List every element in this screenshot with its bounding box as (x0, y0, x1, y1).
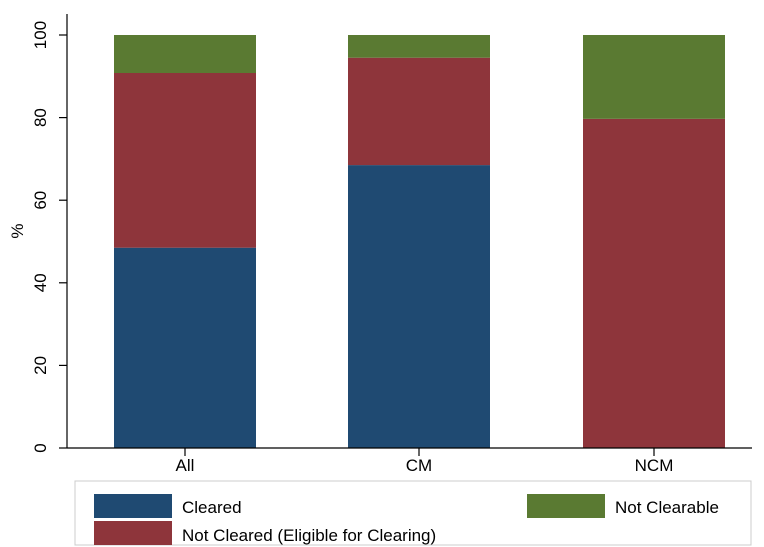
bar-ncm-series-1 (583, 118, 725, 449)
x-tick-label: NCM (635, 456, 674, 475)
bar-cm-series-1 (348, 57, 490, 166)
y-tick-label: 80 (31, 108, 50, 127)
legend-swatch (527, 494, 605, 518)
x-tick-label: CM (406, 456, 432, 475)
x-ticks-group: All CM NCM (176, 448, 674, 475)
y-axis-title: % (8, 223, 27, 238)
legend-group: Cleared Not Cleared (Eligible for Clearin… (94, 494, 719, 545)
legend-swatch (94, 521, 172, 545)
bar-all-series-1 (114, 72, 256, 248)
bar-all-series-0 (114, 247, 256, 448)
legend-label: Not Cleared (Eligible for Clearing) (182, 526, 436, 545)
y-tick-label: 20 (31, 356, 50, 375)
bar-all-series-2 (114, 35, 256, 73)
y-ticks-group: 0 20 40 60 80 100 (31, 21, 67, 453)
bar-ncm-series-2 (583, 35, 725, 119)
y-tick-label: 0 (31, 443, 50, 452)
legend-swatch (94, 494, 172, 518)
legend-box (74, 480, 752, 546)
bars-group (114, 35, 725, 449)
legend-label: Not Clearable (615, 498, 719, 517)
x-tick-label: All (176, 456, 195, 475)
y-tick-label: 100 (31, 21, 50, 49)
legend-label: Cleared (182, 498, 242, 517)
y-tick-label: 60 (31, 191, 50, 210)
bar-cm-series-2 (348, 35, 490, 58)
y-tick-label: 40 (31, 273, 50, 292)
bar-cm-series-0 (348, 165, 490, 448)
